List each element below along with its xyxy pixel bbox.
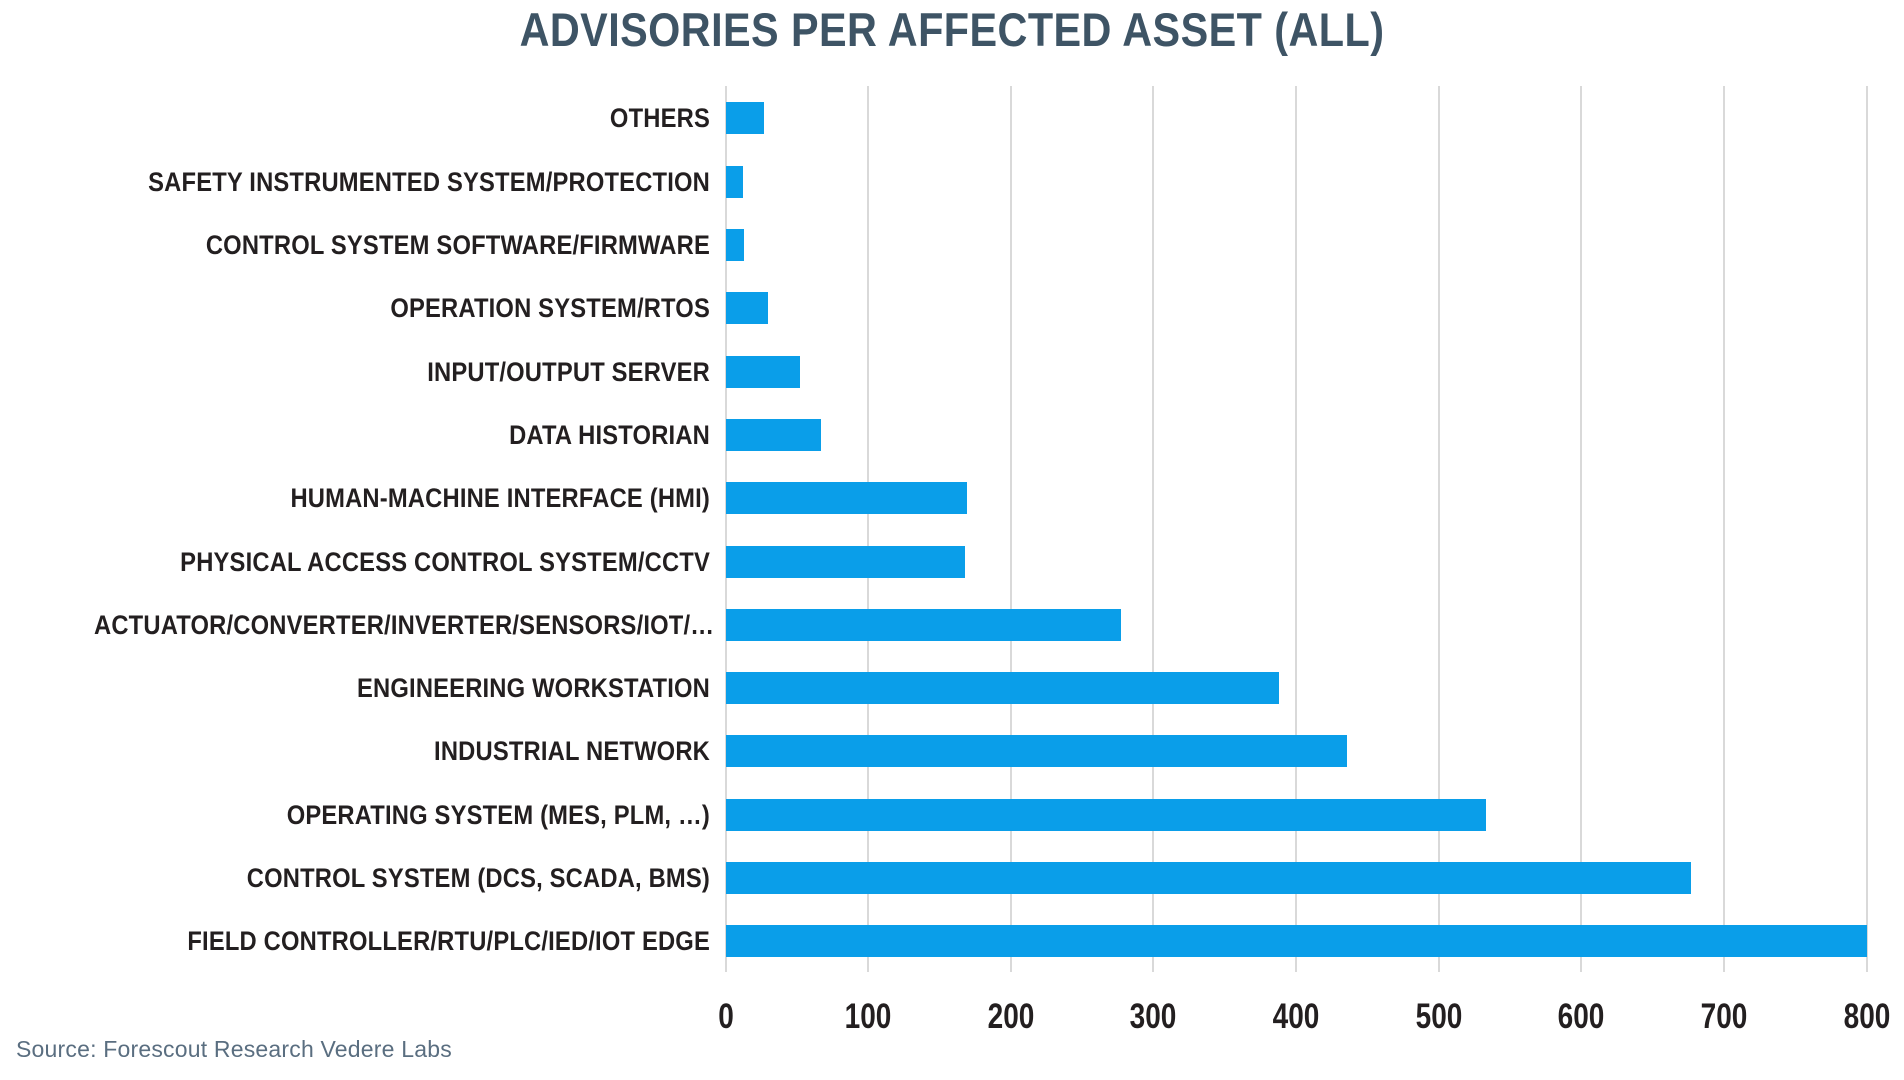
x-tick-label: 0 [717,997,734,1036]
x-tick-label: 300 [1130,997,1177,1036]
bar [725,418,822,451]
bar [725,165,743,198]
bar [725,292,769,325]
bar-row: INPUT/OUTPUT SERVER [0,340,1904,403]
bar [725,608,1121,641]
chart-title: ADVISORIES PER AFFECTED ASSET (ALL) [519,3,1385,56]
bar-row: ENGINEERING WORKSTATION [0,657,1904,720]
gridline [1152,86,1155,972]
bar-row: OTHERS [0,87,1904,150]
gridline [1295,86,1298,972]
category-label: CONTROL SYSTEM SOFTWARE/FIRMWARE [205,230,710,261]
category-label: OTHERS [609,103,710,134]
category-label: PHYSICAL ACCESS CONTROL SYSTEM/CCTV [180,546,710,577]
gridline [1009,86,1012,972]
bar [725,355,800,388]
bar [725,735,1348,768]
bar [725,798,1486,831]
category-label: CONTROL SYSTEM (DCS, SCADA, BMS) [246,863,710,894]
bar-row: OPERATION SYSTEM/RTOS [0,277,1904,340]
x-tick-label: 700 [1700,997,1748,1036]
bar-row: CONTROL SYSTEM SOFTWARE/FIRMWARE [0,213,1904,276]
x-tick-label: 100 [844,997,892,1036]
category-label: ACTUATOR/CONVERTER/INVERTER/SENSORS/IOT/… [94,609,715,640]
gridline [724,86,727,972]
x-tick-label: 800 [1843,997,1890,1036]
bar-row: INDUSTRIAL NETWORK [0,720,1904,783]
bar-row: PHYSICAL ACCESS CONTROL SYSTEM/CCTV [0,530,1904,593]
bar-row: FIELD CONTROLLER/RTU/PLC/IED/IOT EDGE [0,910,1904,973]
gridline [1580,86,1583,972]
category-label: INDUSTRIAL NETWORK [434,736,710,767]
category-label: INPUT/OUTPUT SERVER [427,356,710,387]
category-label: ENGINEERING WORKSTATION [357,673,710,704]
bar [725,229,745,262]
gridline [1865,86,1868,972]
bar-row: OPERATING SYSTEM (MES, PLM, …) [0,783,1904,846]
gridline [1437,86,1440,972]
bar [725,545,966,578]
category-label: OPERATION SYSTEM/RTOS [390,293,710,324]
bar-row: SAFETY INSTRUMENTED SYSTEM/PROTECTION [0,150,1904,213]
bar-row: DATA HISTORIAN [0,403,1904,466]
x-tick-label: 600 [1557,997,1605,1036]
bar-row: ACTUATOR/CONVERTER/INVERTER/SENSORS/IOT/… [0,593,1904,656]
gridline [867,86,870,972]
bar-row: CONTROL SYSTEM (DCS, SCADA, BMS) [0,846,1904,909]
category-label: DATA HISTORIAN [509,419,710,450]
category-label: SAFETY INSTRUMENTED SYSTEM/PROTECTION [148,166,710,197]
category-label: FIELD CONTROLLER/RTU/PLC/IED/IOT EDGE [187,926,711,957]
bar-row: HUMAN-MACHINE INTERFACE (HMI) [0,467,1904,530]
category-label: HUMAN-MACHINE INTERFACE (HMI) [290,483,710,514]
x-tick-label: 200 [987,997,1035,1036]
x-tick-label: 500 [1415,997,1463,1036]
bar [725,925,1867,958]
bar [725,102,764,135]
bar [725,482,967,515]
source-note: Source: Forescout Research Vedere Labs [16,1036,452,1062]
gridline [1722,86,1725,972]
bar [725,672,1279,705]
category-label: OPERATING SYSTEM (MES, PLM, …) [286,799,710,830]
x-tick-label: 400 [1272,997,1320,1036]
bar [725,862,1692,895]
